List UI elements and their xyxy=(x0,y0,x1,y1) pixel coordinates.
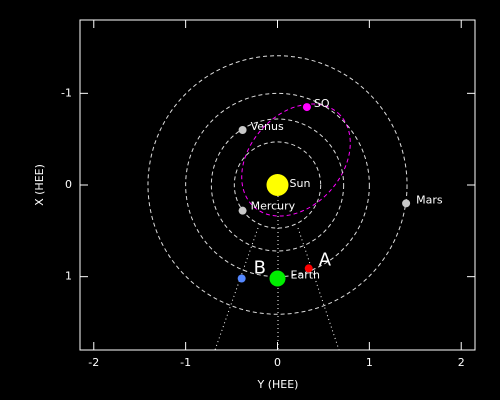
so-orbit xyxy=(241,103,351,217)
orbit xyxy=(210,118,345,252)
point xyxy=(304,264,313,273)
fov-line xyxy=(297,227,340,351)
x-tick-label: 1 xyxy=(366,356,373,369)
x-axis-label: Y (HEE) xyxy=(257,378,299,391)
fov-line xyxy=(214,227,259,351)
y-tick-label: 1 xyxy=(65,270,72,283)
y-tick-label: 0 xyxy=(65,178,72,191)
point-label: Earth xyxy=(291,269,321,282)
y-axis-label: X (HEE) xyxy=(33,164,46,206)
x-tick-label: 0 xyxy=(274,356,281,369)
point xyxy=(238,206,247,215)
fov-lines xyxy=(214,192,340,351)
point xyxy=(402,199,411,208)
point-label: SO xyxy=(314,97,330,110)
y-tick-label: -1 xyxy=(61,86,72,99)
orbit xyxy=(233,141,322,229)
point-label: B xyxy=(254,258,266,279)
point-label: Sun xyxy=(290,177,311,190)
point xyxy=(266,174,289,196)
point-label: A xyxy=(319,249,332,270)
x-tick-label: 2 xyxy=(458,356,465,369)
point xyxy=(237,274,246,283)
point-label: Venus xyxy=(251,120,284,133)
point xyxy=(269,270,286,287)
x-tick-label: -1 xyxy=(180,356,191,369)
point-label: Mars xyxy=(416,193,443,206)
point-label: Mercury xyxy=(251,200,296,213)
x-tick-label: -2 xyxy=(88,356,99,369)
point xyxy=(238,126,247,134)
point xyxy=(302,103,311,112)
orbit xyxy=(147,55,408,315)
